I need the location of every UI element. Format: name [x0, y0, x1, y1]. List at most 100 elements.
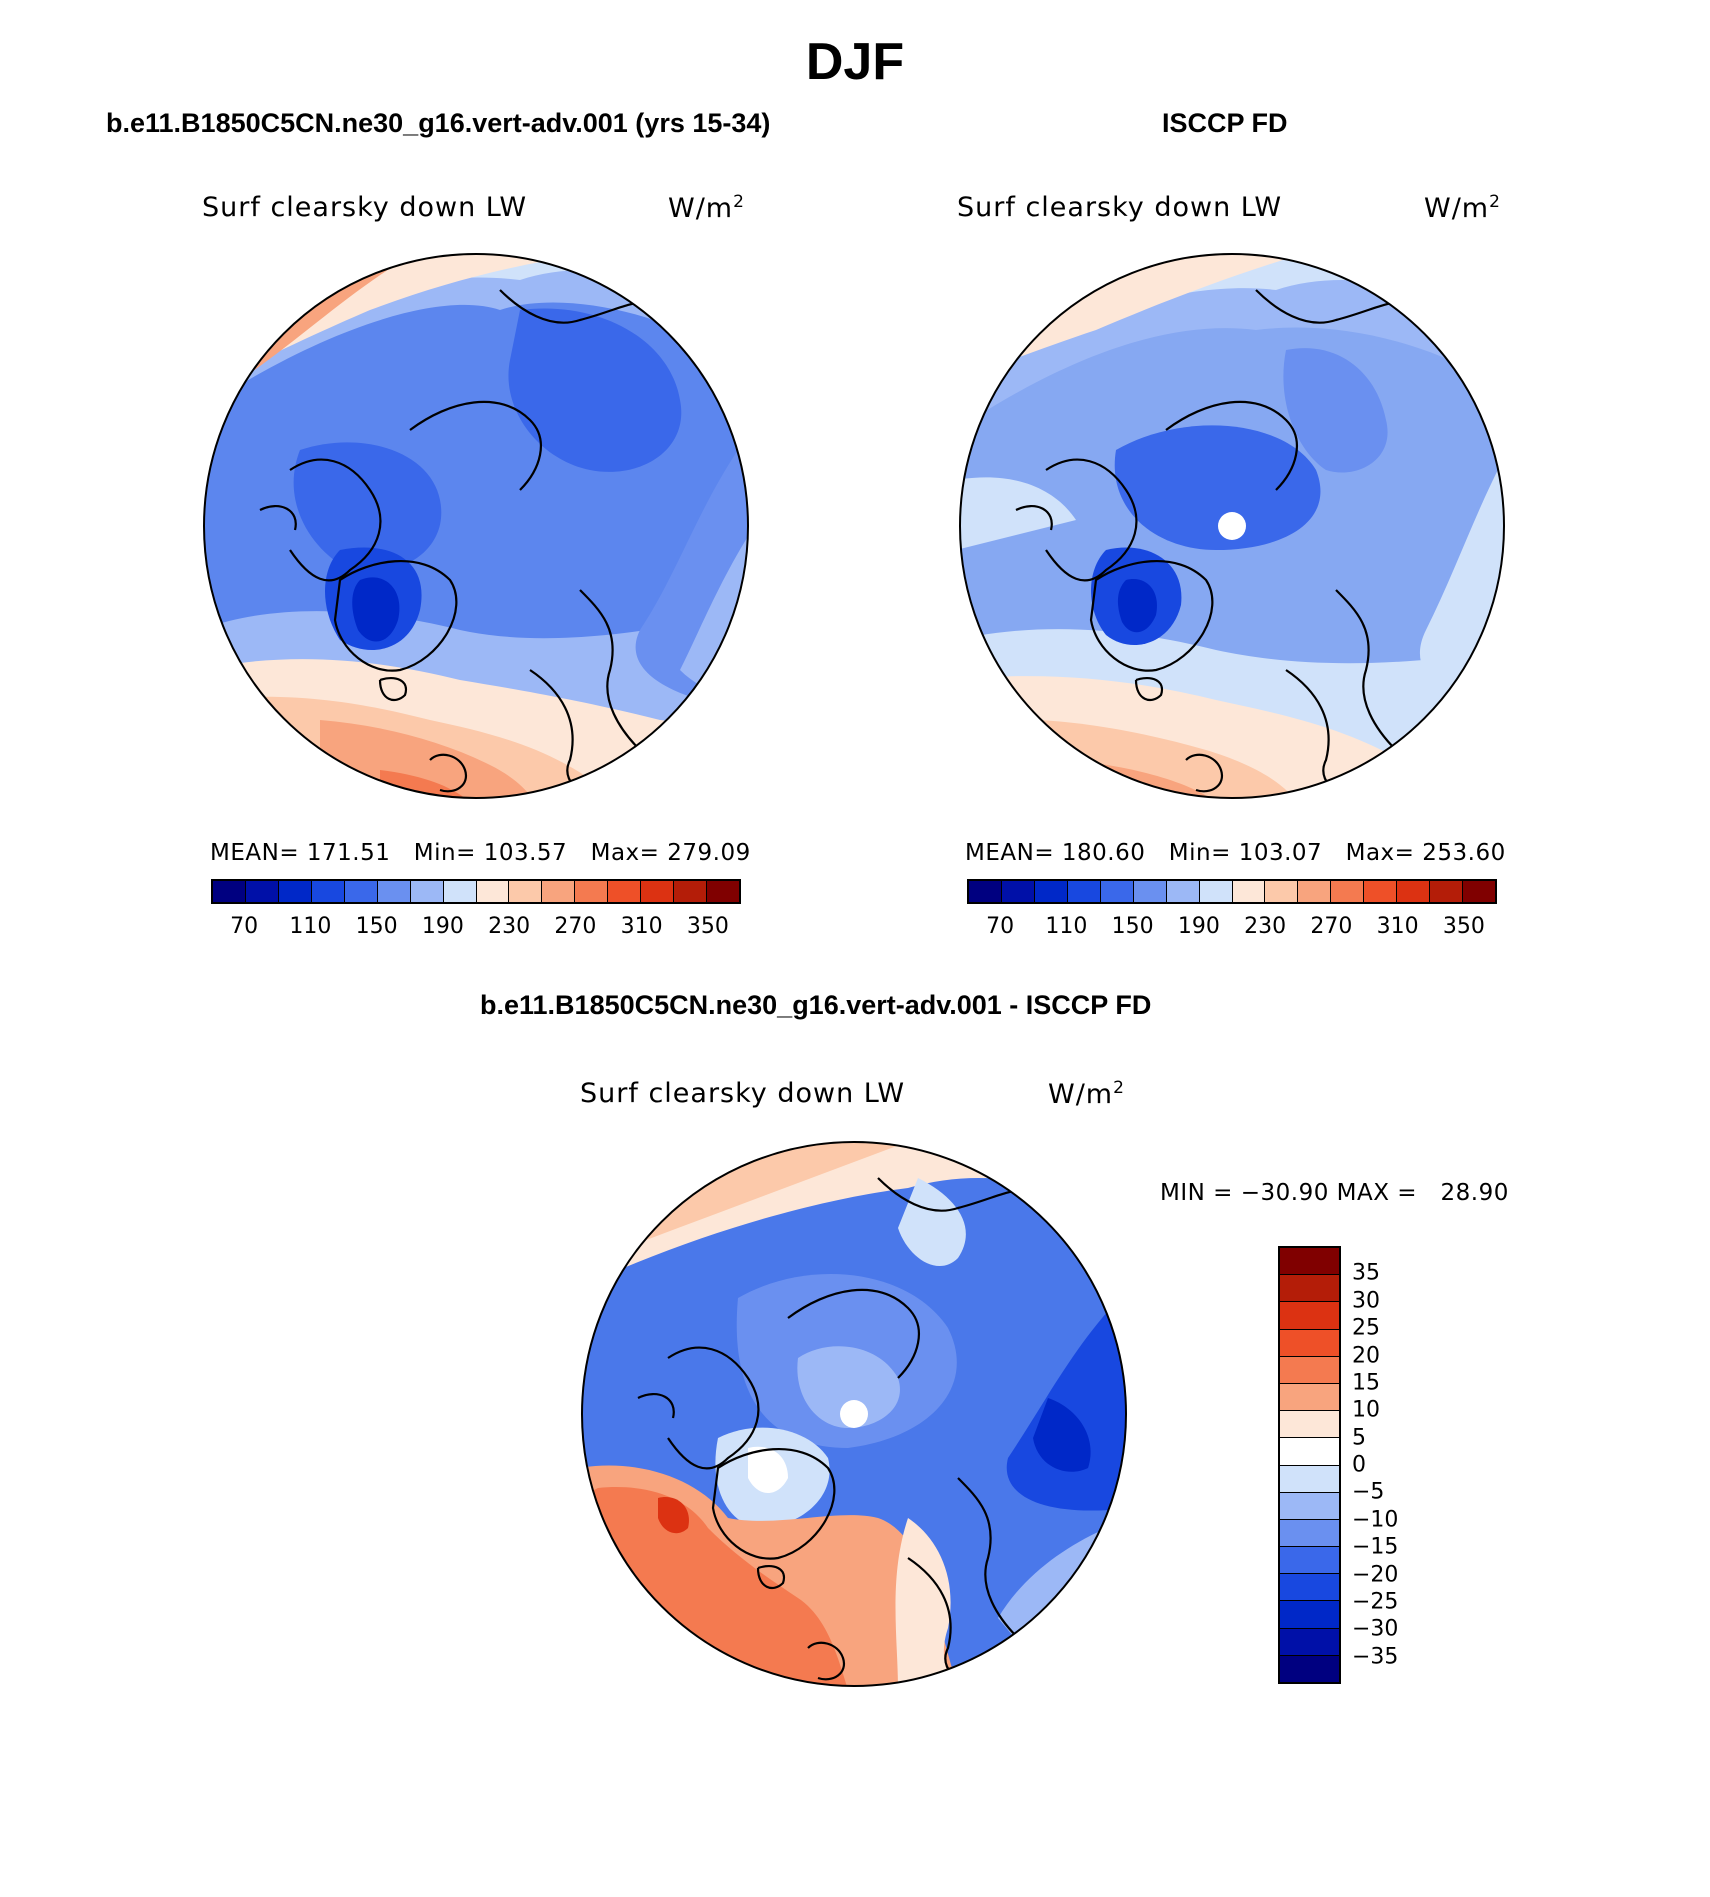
panel-title-obs: ISCCP FD — [1162, 108, 1288, 138]
colorbar-model — [211, 879, 741, 904]
map-contour — [1006, 1288, 1126, 1511]
colorbar-tick-label: 25 — [1352, 1315, 1380, 1341]
colorbar-tick-label: −5 — [1352, 1479, 1385, 1505]
colorbar-swatch — [575, 881, 609, 902]
colorbar-swatch — [1001, 881, 1035, 902]
colorbar-swatch — [1265, 881, 1299, 902]
colorbar-swatch — [1463, 881, 1495, 902]
pole-hole — [1218, 512, 1246, 540]
colorbar-tick-label: 350 — [686, 914, 729, 939]
colorbar-swatch — [1280, 1628, 1339, 1656]
colorbar-swatch — [1280, 1492, 1339, 1520]
colorbar-tick-label: 30 — [1352, 1288, 1380, 1314]
colorbar-tick-label: −25 — [1352, 1589, 1399, 1615]
colorbar-swatch — [1280, 1574, 1339, 1602]
colorbar-swatch — [1397, 881, 1431, 902]
colorbar-swatch — [1280, 1519, 1339, 1548]
pole-hole — [840, 1400, 868, 1428]
map-contour — [797, 1346, 900, 1428]
map-contour — [658, 1497, 689, 1534]
colorbar-swatch — [641, 881, 675, 902]
colorbar-swatch — [344, 881, 378, 902]
map-contour — [293, 442, 442, 572]
stats-obs: MEAN= 180.60 Min= 103.07 Max= 253.60 — [965, 840, 1506, 866]
map-contour — [960, 477, 1076, 550]
colorbar-swatch — [1331, 881, 1365, 902]
colorbar-swatch — [674, 881, 708, 902]
map-obs — [959, 253, 1505, 799]
colorbar-tick-label: 70 — [986, 914, 1015, 939]
colorbar-tick-label: 230 — [1244, 914, 1287, 939]
variable-label-obs: Surf clearsky down LW — [957, 192, 1283, 223]
colorbar-swatch — [1280, 1275, 1339, 1303]
colorbar-swatch — [969, 881, 1002, 902]
colorbar-swatch — [1280, 1383, 1339, 1412]
colorbar-tick-label: 0 — [1352, 1452, 1366, 1478]
colorbar-tick-label: 150 — [1111, 914, 1154, 939]
colorbar-swatch — [1100, 881, 1134, 902]
colorbar-swatch — [1280, 1547, 1339, 1575]
colorbar-tick-label: 150 — [355, 914, 398, 939]
colorbar-swatch — [443, 881, 477, 902]
colorbar-tick-label: 15 — [1352, 1370, 1380, 1396]
map-contour — [508, 308, 682, 472]
colorbar-tick-label: 310 — [620, 914, 663, 939]
colorbar-swatch — [213, 881, 246, 902]
map-contour — [1114, 425, 1321, 550]
map-model — [203, 253, 749, 799]
colorbar-tick-label: 35 — [1352, 1260, 1380, 1286]
colorbar-tick-label: 110 — [289, 914, 332, 939]
colorbar-swatch — [707, 881, 739, 902]
map-outline — [581, 1141, 1127, 1687]
colorbar-tick-label: 230 — [488, 914, 531, 939]
colorbar-diff — [1278, 1246, 1341, 1684]
variable-label-model: Surf clearsky down LW — [202, 192, 528, 223]
colorbar-swatch — [1298, 881, 1332, 902]
colorbar-tick-label: −15 — [1352, 1534, 1399, 1560]
colorbar-swatch — [1034, 881, 1068, 902]
map-contour — [898, 1178, 966, 1267]
colorbar-tick-label: 10 — [1352, 1397, 1380, 1423]
map-outline — [203, 253, 749, 799]
colorbar-obs — [967, 879, 1497, 904]
colorbar-tick-label: 20 — [1352, 1343, 1380, 1368]
colorbar-tick-label: 270 — [1310, 914, 1353, 939]
colorbar-swatch — [1067, 881, 1101, 902]
colorbar-swatch — [1430, 881, 1464, 902]
colorbar-swatch — [1280, 1248, 1339, 1276]
colorbar-swatch — [1232, 881, 1266, 902]
colorbar-swatch — [1280, 1411, 1339, 1439]
units-label-diff: W/m2 — [1048, 1078, 1125, 1110]
colorbar-swatch — [1280, 1302, 1339, 1330]
panel-title-model: b.e11.B1850C5CN.ne30_g16.vert-adv.001 (y… — [106, 108, 771, 138]
colorbar-swatch — [245, 881, 279, 902]
stats-model: MEAN= 171.51 Min= 103.57 Max= 279.09 — [210, 840, 751, 866]
variable-label-diff: Surf clearsky down LW — [580, 1078, 906, 1109]
map-contour — [1033, 1398, 1091, 1472]
colorbar-swatch — [1280, 1465, 1339, 1493]
colorbar-swatch — [608, 881, 642, 902]
colorbar-swatch — [1280, 1655, 1339, 1682]
coastlines — [259, 289, 671, 798]
colorbar-tick-label: −30 — [1352, 1616, 1399, 1642]
colorbar-tick-label: −10 — [1352, 1507, 1399, 1533]
colorbar-tick-label: 110 — [1045, 914, 1088, 939]
map-contour — [1117, 579, 1157, 633]
colorbar-swatch — [278, 881, 312, 902]
colorbar-tick-label: −35 — [1352, 1644, 1399, 1670]
colorbar-swatch — [1280, 1601, 1339, 1629]
colorbar-swatch — [377, 881, 411, 902]
colorbar-swatch — [1166, 881, 1200, 902]
colorbar-swatch — [1280, 1356, 1339, 1384]
colorbar-tick-label: −20 — [1352, 1562, 1399, 1587]
colorbar-swatch — [410, 881, 444, 902]
colorbar-tick-label: 310 — [1376, 914, 1419, 939]
colorbar-swatch — [1199, 881, 1233, 902]
map-contour — [748, 1446, 788, 1493]
units-label-obs: W/m2 — [1424, 192, 1501, 224]
colorbar-tick-label: 190 — [421, 914, 464, 939]
colorbar-swatch — [311, 881, 345, 902]
units-label-model: W/m2 — [668, 192, 745, 224]
colorbar-swatch — [1280, 1438, 1339, 1466]
colorbar-tick-label: 70 — [230, 914, 259, 939]
